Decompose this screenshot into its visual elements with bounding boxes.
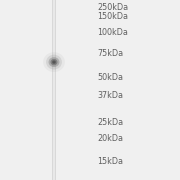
- Ellipse shape: [53, 61, 55, 63]
- Text: 75kDa: 75kDa: [97, 49, 123, 58]
- Text: 20kDa: 20kDa: [97, 134, 123, 143]
- Text: 250kDa: 250kDa: [97, 3, 128, 12]
- Text: 50kDa: 50kDa: [97, 73, 123, 82]
- Text: 37kDa: 37kDa: [97, 91, 123, 100]
- Text: 25kDa: 25kDa: [97, 118, 123, 127]
- Text: 150kDa: 150kDa: [97, 12, 128, 21]
- Ellipse shape: [46, 55, 62, 69]
- Text: 15kDa: 15kDa: [97, 158, 123, 166]
- Ellipse shape: [43, 52, 65, 72]
- Text: 100kDa: 100kDa: [97, 28, 128, 37]
- Ellipse shape: [51, 59, 57, 65]
- Ellipse shape: [49, 57, 59, 67]
- Bar: [53, 0, 55, 180]
- Ellipse shape: [52, 60, 56, 64]
- Bar: [52, 0, 56, 180]
